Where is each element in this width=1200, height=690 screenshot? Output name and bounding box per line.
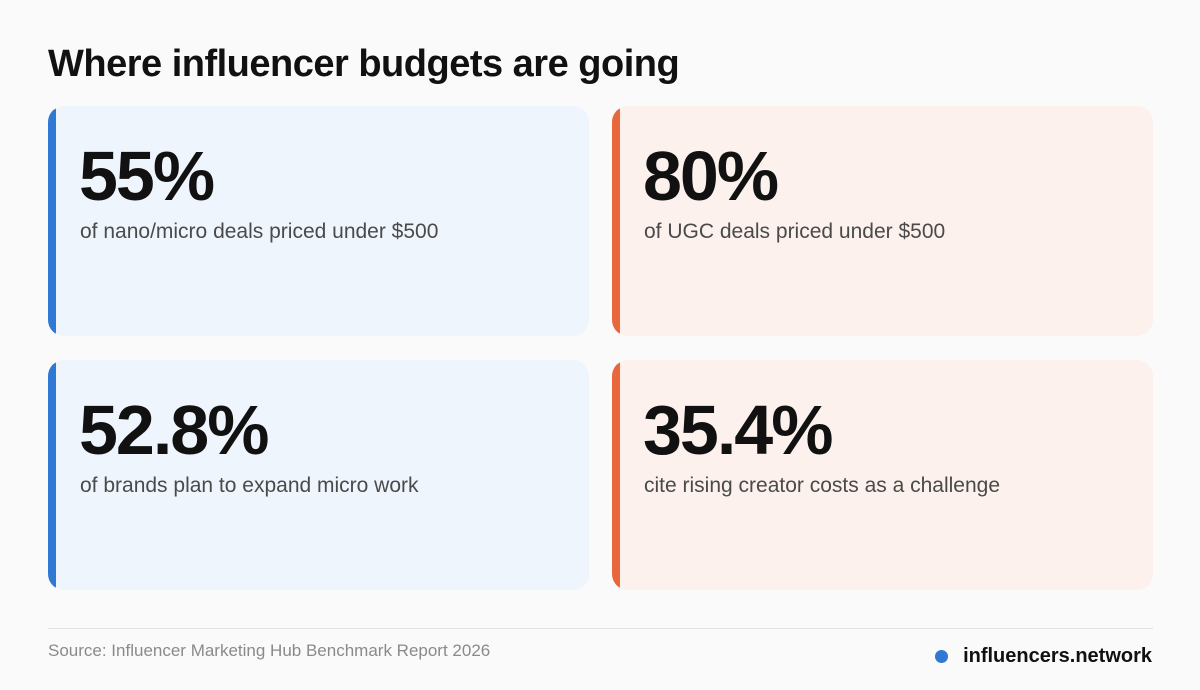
accent-bar bbox=[612, 106, 620, 336]
stat-value: 52.8% bbox=[79, 391, 269, 469]
stat-description: of UGC deals priced under $500 bbox=[644, 220, 946, 243]
stat-card-nano-micro: 55% of nano/micro deals priced under $50… bbox=[48, 106, 589, 336]
stat-card-ugc: 80% of UGC deals priced under $500 bbox=[612, 106, 1153, 336]
brand-dot-icon bbox=[935, 649, 949, 663]
accent-bar bbox=[612, 360, 620, 590]
stat-value: 55% bbox=[79, 137, 215, 215]
brand-name: influencers.network bbox=[963, 645, 1152, 667]
accent-bar bbox=[48, 106, 56, 336]
stat-card-expand-micro: 52.8% of brands plan to expand micro wor… bbox=[48, 360, 589, 590]
stat-value: 35.4% bbox=[643, 391, 833, 469]
stat-description: of nano/micro deals priced under $500 bbox=[80, 220, 439, 243]
stat-value: 80% bbox=[643, 137, 779, 215]
footer-divider bbox=[48, 628, 1153, 629]
brand-mark: influencers.network bbox=[935, 645, 1152, 667]
page-title: Where influencer budgets are going bbox=[48, 43, 680, 85]
source-note: Source: Influencer Marketing Hub Benchma… bbox=[48, 641, 491, 660]
stat-description: cite rising creator costs as a challenge bbox=[644, 474, 1001, 497]
accent-bar bbox=[48, 360, 56, 590]
stat-description: of brands plan to expand micro work bbox=[80, 474, 419, 497]
stat-card-creator-costs: 35.4% cite rising creator costs as a cha… bbox=[612, 360, 1153, 590]
